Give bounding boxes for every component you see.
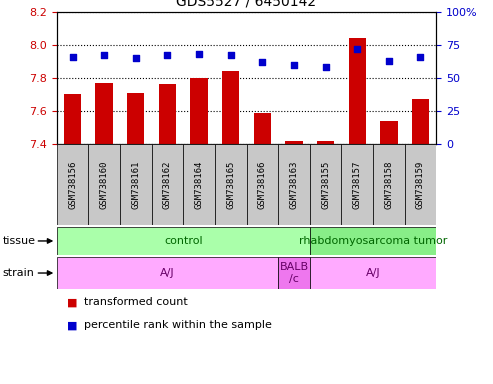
FancyBboxPatch shape (341, 144, 373, 225)
Bar (96, 83, 113, 144)
Point (100, 52, 108, 58)
Text: GSM738160: GSM738160 (100, 160, 108, 209)
Title: GDS5527 / 6450142: GDS5527 / 6450142 (176, 0, 317, 9)
Text: GSM738163: GSM738163 (289, 160, 298, 209)
Text: GSM738155: GSM738155 (321, 160, 330, 209)
FancyBboxPatch shape (310, 257, 436, 289)
Text: tissue: tissue (2, 236, 35, 246)
Text: GSM738157: GSM738157 (352, 160, 362, 209)
FancyBboxPatch shape (57, 144, 88, 225)
FancyBboxPatch shape (120, 144, 152, 225)
Text: GSM738164: GSM738164 (195, 160, 204, 209)
Point (258, 59, 266, 65)
Point (227, 52, 235, 58)
Text: BALB
/c: BALB /c (280, 262, 309, 284)
Text: GSM738159: GSM738159 (416, 160, 425, 209)
FancyBboxPatch shape (278, 144, 310, 225)
Bar (159, 84, 176, 144)
Text: transformed count: transformed count (84, 297, 187, 307)
Text: GSM738156: GSM738156 (68, 160, 77, 209)
Bar (380, 121, 397, 144)
Point (385, 58, 393, 64)
Point (290, 61, 298, 68)
Point (353, 46, 361, 52)
FancyBboxPatch shape (152, 144, 183, 225)
Text: A/J: A/J (160, 268, 175, 278)
FancyBboxPatch shape (405, 144, 436, 225)
Point (69, 53, 76, 60)
FancyBboxPatch shape (215, 144, 246, 225)
FancyBboxPatch shape (278, 257, 310, 289)
Text: control: control (164, 236, 203, 246)
FancyBboxPatch shape (246, 144, 278, 225)
Bar (64, 94, 81, 144)
Text: GSM738162: GSM738162 (163, 160, 172, 209)
Point (132, 55, 140, 61)
Bar (222, 71, 240, 144)
Point (417, 53, 424, 60)
Text: GSM738165: GSM738165 (226, 160, 235, 209)
FancyBboxPatch shape (373, 144, 405, 225)
Point (321, 64, 329, 70)
Bar (317, 141, 334, 144)
Bar (127, 93, 144, 144)
Bar (253, 113, 271, 144)
Point (195, 51, 203, 57)
Text: ■: ■ (67, 320, 77, 330)
FancyBboxPatch shape (310, 144, 341, 225)
Bar (412, 99, 429, 144)
Bar (190, 78, 208, 144)
FancyBboxPatch shape (88, 144, 120, 225)
Text: ■: ■ (67, 297, 77, 307)
FancyBboxPatch shape (183, 144, 215, 225)
Text: percentile rank within the sample: percentile rank within the sample (84, 320, 272, 330)
Point (164, 52, 172, 58)
Text: rhabdomyosarcoma tumor: rhabdomyosarcoma tumor (299, 236, 447, 246)
Text: GSM738158: GSM738158 (385, 160, 393, 209)
Text: GSM738161: GSM738161 (131, 160, 141, 209)
Bar (285, 141, 303, 144)
FancyBboxPatch shape (310, 227, 436, 255)
FancyBboxPatch shape (57, 257, 278, 289)
Bar (349, 38, 366, 144)
Text: A/J: A/J (366, 268, 380, 278)
FancyBboxPatch shape (57, 227, 310, 255)
Text: GSM738166: GSM738166 (258, 160, 267, 209)
Text: strain: strain (2, 268, 35, 278)
